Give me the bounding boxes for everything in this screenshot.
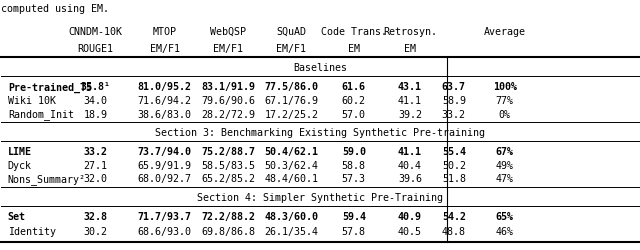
Text: Section 4: Simpler Synthetic Pre-Training: Section 4: Simpler Synthetic Pre-Trainin… [197,193,443,203]
Text: Wiki 10K: Wiki 10K [8,96,56,106]
Text: 68.0/92.7: 68.0/92.7 [138,174,191,184]
Text: Dyck: Dyck [8,161,32,171]
Text: 48.8: 48.8 [442,227,466,237]
Text: EM: EM [404,44,416,54]
Text: 83.1/91.9: 83.1/91.9 [201,82,255,92]
Text: 41.1: 41.1 [398,147,422,157]
Text: 79.6/90.6: 79.6/90.6 [201,96,255,106]
Text: LIME: LIME [8,147,32,157]
Text: 33.2: 33.2 [84,147,108,157]
Text: 26.1/35.4: 26.1/35.4 [264,227,318,237]
Text: CNNDM-10K: CNNDM-10K [68,26,123,36]
Text: 59.0: 59.0 [342,147,366,157]
Text: Identity: Identity [8,227,56,237]
Text: 18.9: 18.9 [84,110,108,120]
Text: 28.2/72.9: 28.2/72.9 [201,110,255,120]
Text: 40.5: 40.5 [398,227,422,237]
Text: 75.2/88.7: 75.2/88.7 [201,147,255,157]
Text: computed using EM.: computed using EM. [1,4,109,14]
Text: 32.0: 32.0 [84,174,108,184]
Text: 35.8¹: 35.8¹ [81,82,111,92]
Text: 100%: 100% [493,82,516,92]
Text: 48.4/60.1: 48.4/60.1 [264,174,318,184]
Text: 69.8/86.8: 69.8/86.8 [201,227,255,237]
Text: 33.2: 33.2 [442,110,466,120]
Text: 39.2: 39.2 [398,110,422,120]
Text: 72.2/88.2: 72.2/88.2 [201,212,255,222]
Text: 17.2/25.2: 17.2/25.2 [264,110,318,120]
Text: Random_Init: Random_Init [8,109,74,120]
Text: 57.3: 57.3 [342,174,366,184]
Text: Nons_Summary²: Nons_Summary² [8,174,86,185]
Text: EM/F1: EM/F1 [213,44,243,54]
Text: 59.4: 59.4 [342,212,366,222]
Text: 0%: 0% [499,110,511,120]
Text: 51.8: 51.8 [442,174,466,184]
Text: 43.1: 43.1 [398,82,422,92]
Text: 61.6: 61.6 [342,82,366,92]
Text: 50.4/62.1: 50.4/62.1 [264,147,318,157]
Text: 40.4: 40.4 [398,161,422,171]
Text: 65%: 65% [496,212,514,222]
Text: 71.6/94.2: 71.6/94.2 [138,96,191,106]
Text: 50.2: 50.2 [442,161,466,171]
Text: 48.3/60.0: 48.3/60.0 [264,212,318,222]
Text: 54.2: 54.2 [442,212,466,222]
Text: 68.6/93.0: 68.6/93.0 [138,227,191,237]
Text: 30.2: 30.2 [84,227,108,237]
Text: 71.7/93.7: 71.7/93.7 [138,212,191,222]
Text: 46%: 46% [496,227,514,237]
Text: 77.5/86.0: 77.5/86.0 [264,82,318,92]
Text: 49%: 49% [496,161,514,171]
Text: Set: Set [8,212,26,222]
Text: 41.1: 41.1 [398,96,422,106]
Text: Code Trans.: Code Trans. [321,26,387,36]
Text: EM/F1: EM/F1 [276,44,307,54]
Text: 57.8: 57.8 [342,227,366,237]
Text: 47%: 47% [496,174,514,184]
Text: Baselines: Baselines [293,63,347,73]
Text: 63.7: 63.7 [442,82,466,92]
Text: 67.1/76.9: 67.1/76.9 [264,96,318,106]
Text: EM: EM [348,44,360,54]
Text: 58.5/83.5: 58.5/83.5 [201,161,255,171]
Text: 55.4: 55.4 [442,147,466,157]
Text: Average: Average [484,26,526,36]
Text: Pre-trained_T5: Pre-trained_T5 [8,82,92,92]
Text: 77%: 77% [496,96,514,106]
Text: 65.2/85.2: 65.2/85.2 [201,174,255,184]
Text: 58.8: 58.8 [342,161,366,171]
Text: 81.0/95.2: 81.0/95.2 [138,82,191,92]
Text: 27.1: 27.1 [84,161,108,171]
Text: 39.6: 39.6 [398,174,422,184]
Text: EM/F1: EM/F1 [150,44,179,54]
Text: 50.3/62.4: 50.3/62.4 [264,161,318,171]
Text: 58.9: 58.9 [442,96,466,106]
Text: WebQSP: WebQSP [210,26,246,36]
Text: Retrosyn.: Retrosyn. [383,26,437,36]
Text: 32.8: 32.8 [84,212,108,222]
Text: ROUGE1: ROUGE1 [77,44,114,54]
Text: 67%: 67% [496,147,514,157]
Text: MTOP: MTOP [152,26,177,36]
Text: 65.9/91.9: 65.9/91.9 [138,161,191,171]
Text: 34.0: 34.0 [84,96,108,106]
Text: 73.7/94.0: 73.7/94.0 [138,147,191,157]
Text: 60.2: 60.2 [342,96,366,106]
Text: SQuAD: SQuAD [276,26,307,36]
Text: 38.6/83.0: 38.6/83.0 [138,110,191,120]
Text: 57.0: 57.0 [342,110,366,120]
Text: Section 3: Benchmarking Existing Synthetic Pre-training: Section 3: Benchmarking Existing Synthet… [155,128,485,138]
Text: 40.9: 40.9 [398,212,422,222]
